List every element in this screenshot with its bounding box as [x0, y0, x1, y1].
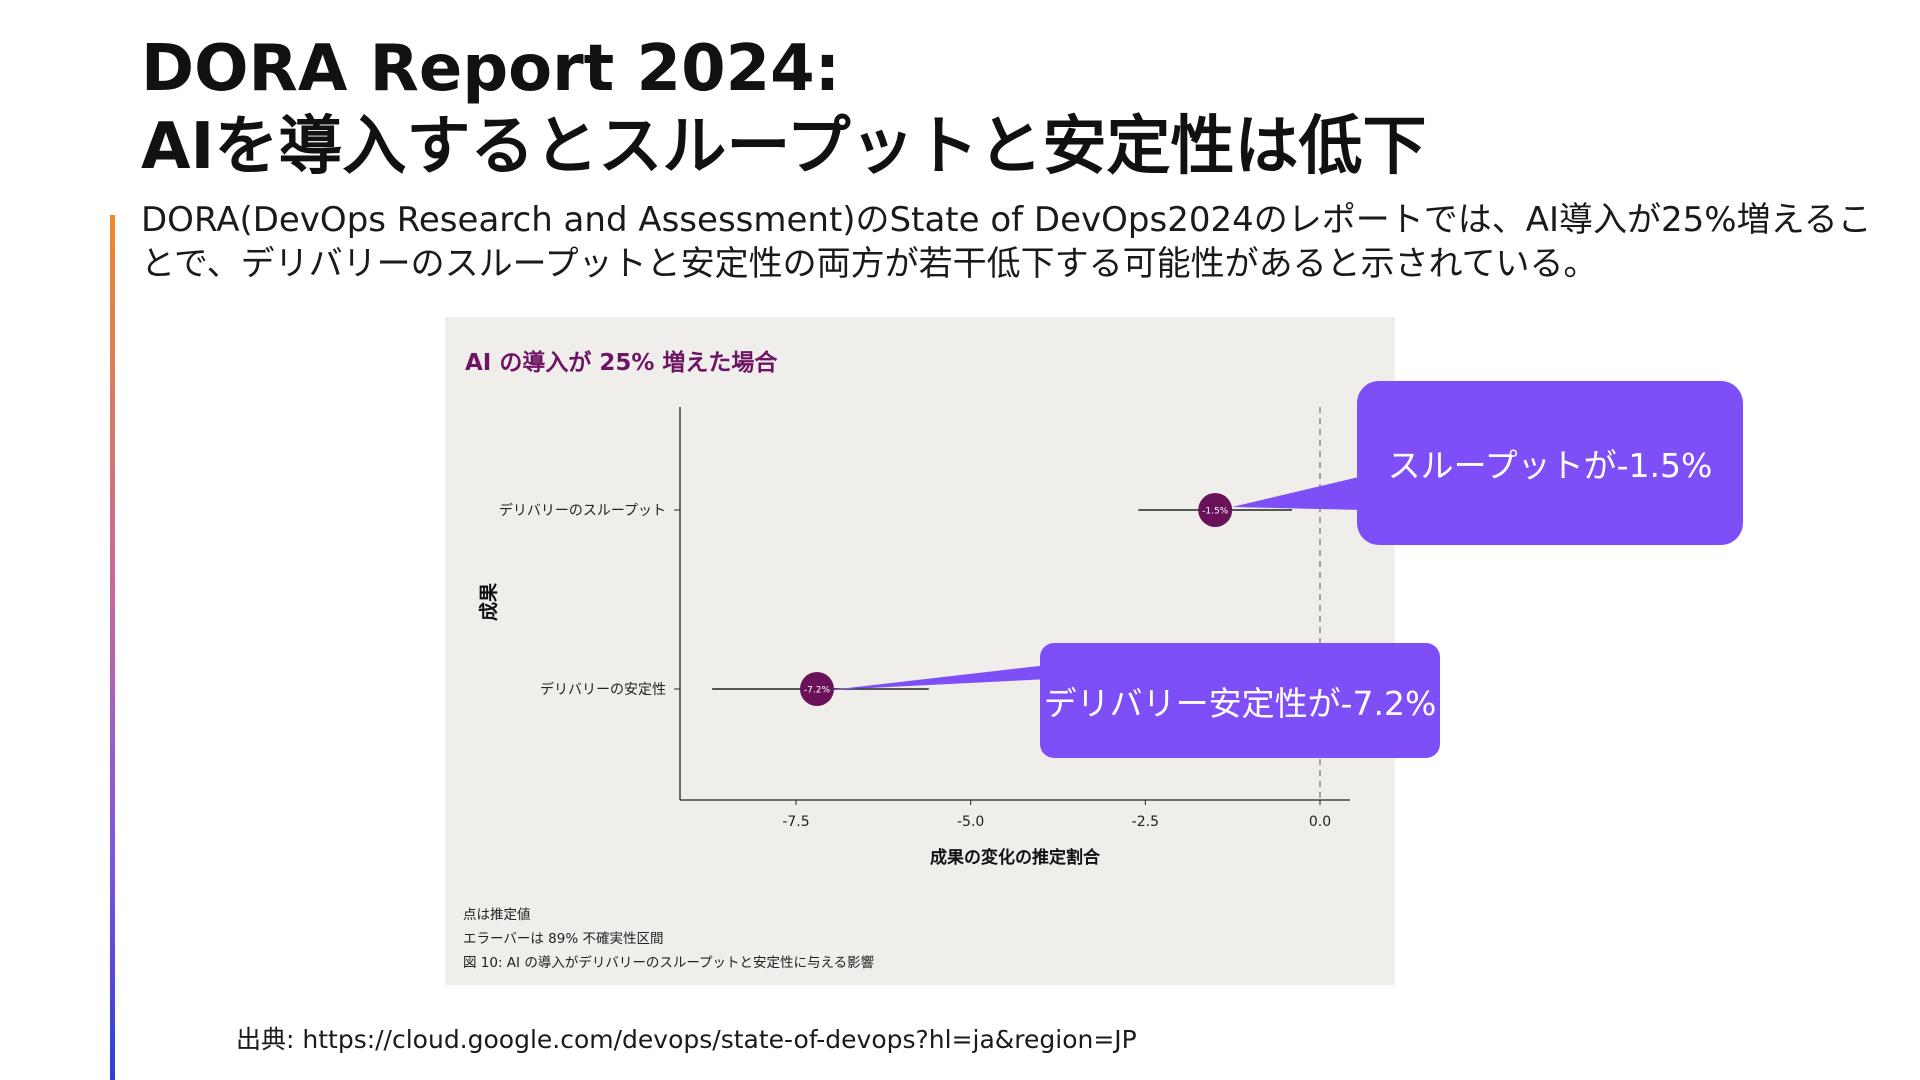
accent-bar: [110, 215, 115, 1080]
callout-stability: デリバリー安定性が-7.2%: [1040, 643, 1440, 758]
callout-throughput: スループットが-1.5%: [1357, 381, 1743, 545]
source-citation: 出典: https://cloud.google.com/devops/stat…: [236, 1025, 1137, 1054]
chart-note: エラーバーは 89% 不確実性区間: [463, 931, 664, 947]
y-axis-title: 成果: [477, 583, 500, 621]
chart-note: 図 10: AI の導入がデリバリーのスループットと安定性に与える影響: [463, 955, 875, 971]
y-tick-label: デリバリーの安定性: [540, 681, 666, 698]
description: DORA(DevOps Research and Assessment)のSta…: [141, 200, 1872, 284]
chart-notes: 点は推定値 エラーバーは 89% 不確実性区間 図 10: AI の導入がデリバ…: [463, 903, 874, 975]
title-line-1: DORA Report 2024:: [141, 32, 841, 106]
point-label: -1.5%: [1202, 507, 1229, 517]
chart-note: 点は推定値: [463, 907, 531, 923]
x-tick-label: -2.5: [1132, 814, 1159, 830]
page-title: DORA Report 2024: AIを導入するとスループットと安定性は低下: [141, 30, 1427, 186]
x-tick-label: -7.5: [782, 814, 809, 830]
x-tick-label: -5.0: [957, 814, 984, 830]
y-tick-label: デリバリーのスループット: [499, 502, 666, 519]
x-tick-label: 0.0: [1309, 814, 1331, 830]
title-line-2: AIを導入するとスループットと安定性は低下: [141, 110, 1427, 184]
point-label: -7.2%: [804, 686, 831, 696]
estimate-point: [1198, 493, 1233, 527]
estimate-point: [799, 672, 834, 706]
x-axis-title: 成果の変化の推定割合: [930, 847, 1101, 868]
chart-title: AI の導入が 25% 増えた場合: [465, 350, 778, 376]
chart-svg: -7.5 -5.0 -2.5 0.0 成果の変化の推定割合 成果 デリバリーのスループット -…: [477, 407, 1350, 868]
